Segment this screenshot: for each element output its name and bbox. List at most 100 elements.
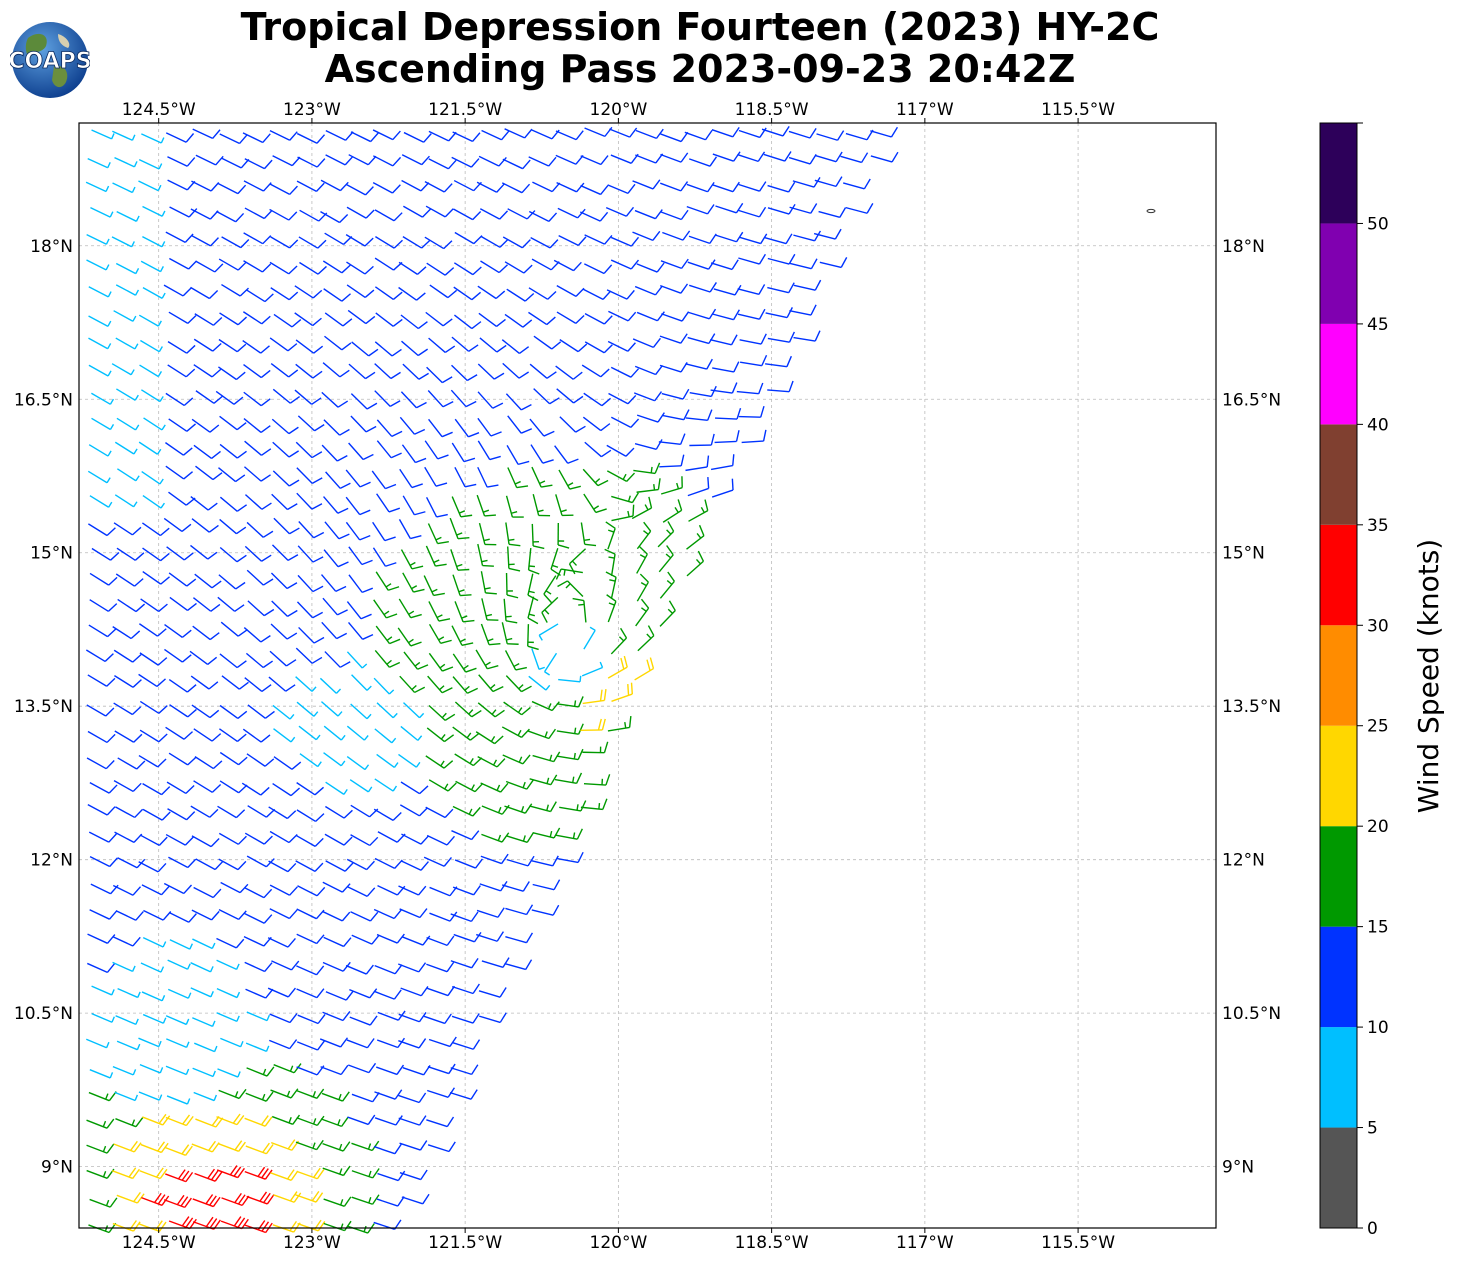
wind-barb xyxy=(401,444,427,464)
wind-barb xyxy=(350,703,372,720)
wind-barb xyxy=(661,311,690,322)
wind-barb xyxy=(504,650,527,671)
wind-barb xyxy=(661,388,690,400)
wind-barb xyxy=(193,886,222,899)
wind-barb xyxy=(610,153,639,164)
wind-barb xyxy=(606,444,635,457)
wind-barb xyxy=(88,315,112,327)
wind-barb xyxy=(298,725,321,741)
wind-barb xyxy=(611,504,635,522)
wind-barb xyxy=(141,991,166,1002)
wind-barb xyxy=(142,494,165,509)
wind-barb xyxy=(195,858,224,871)
wind-barb xyxy=(270,1088,299,1099)
wind-barb xyxy=(346,756,370,771)
wind-barb xyxy=(140,598,168,613)
wind-barb xyxy=(166,546,194,561)
wind-barb xyxy=(323,752,346,767)
wind-barb xyxy=(550,548,561,576)
wind-barb xyxy=(138,1037,162,1048)
wind-barb xyxy=(320,574,347,592)
wind-barb xyxy=(219,443,247,459)
colorbar-tick-label: 50 xyxy=(1367,214,1389,234)
wind-barb xyxy=(116,417,140,431)
wind-barb xyxy=(584,313,613,325)
wind-barb xyxy=(219,133,248,145)
wind-barb xyxy=(376,933,405,944)
wind-barb xyxy=(87,730,116,744)
wind-barb xyxy=(739,233,768,245)
wind-barb xyxy=(273,728,296,743)
wind-barb xyxy=(295,339,324,354)
wind-barb xyxy=(555,154,584,165)
wind-barb xyxy=(138,673,166,688)
wind-barb xyxy=(192,128,221,140)
wind-barb xyxy=(272,441,300,458)
wind-barb xyxy=(85,649,114,663)
wind-barb xyxy=(402,572,425,593)
wind-barbs xyxy=(85,125,899,1234)
wind-barb xyxy=(164,648,192,663)
wind-barb xyxy=(479,337,507,353)
wind-barb xyxy=(194,573,222,589)
wind-barb xyxy=(86,1118,115,1129)
wind-barb xyxy=(453,931,482,943)
wind-barb xyxy=(89,495,113,508)
wind-barb xyxy=(452,574,472,597)
wind-barb xyxy=(324,833,353,846)
wind-barb xyxy=(687,476,710,497)
lat-tick-label-left: 15°N xyxy=(30,544,73,564)
wind-barb xyxy=(582,689,607,705)
wind-barb xyxy=(399,675,426,694)
wind-barb xyxy=(426,935,455,947)
wind-barb xyxy=(398,885,427,896)
wind-barb xyxy=(659,333,688,344)
colorbar-tick-label: 5 xyxy=(1367,1119,1378,1139)
wind-barb xyxy=(738,181,767,192)
wind-barb xyxy=(455,780,484,793)
wind-barb xyxy=(532,827,561,839)
wind-barb xyxy=(398,598,422,619)
wind-barb xyxy=(583,774,611,786)
wind-barb xyxy=(424,181,453,193)
wind-barb xyxy=(142,1013,167,1024)
wind-barb xyxy=(297,415,325,432)
wind-barb xyxy=(450,389,477,408)
wind-barb xyxy=(192,625,220,641)
wind-barb xyxy=(398,286,426,301)
wind-barb xyxy=(555,365,583,380)
wind-barb xyxy=(242,311,271,325)
wind-barb xyxy=(142,1113,171,1126)
wind-barb xyxy=(244,158,273,170)
wind-barb xyxy=(142,570,170,585)
wind-barb xyxy=(507,467,529,489)
lat-tick-label-left: 10.5°N xyxy=(14,1004,73,1024)
wind-barb xyxy=(814,151,843,163)
wind-barb xyxy=(527,573,539,602)
wind-barb xyxy=(322,597,348,616)
wind-barb xyxy=(140,260,164,273)
wind-barb xyxy=(505,675,532,693)
wind-barb xyxy=(113,702,142,716)
wind-barb xyxy=(738,206,767,218)
lat-tick-label-left: 13.5°N xyxy=(14,697,73,717)
wind-barb xyxy=(505,904,534,916)
wind-barb xyxy=(323,549,349,568)
wind-barb xyxy=(193,728,222,742)
wind-barb xyxy=(478,1012,507,1024)
colorbar-bin xyxy=(1320,1027,1357,1128)
wind-barb xyxy=(505,779,534,790)
wind-barb xyxy=(609,127,638,138)
wind-barb xyxy=(139,834,168,846)
wind-barb xyxy=(245,1142,274,1155)
wind-barb xyxy=(269,183,298,196)
wind-barb xyxy=(141,884,170,896)
wind-barb xyxy=(428,130,457,142)
wind-barb xyxy=(245,652,274,669)
wind-barb xyxy=(583,392,612,407)
wind-barb xyxy=(688,499,709,522)
wind-barb xyxy=(711,127,740,138)
wind-barb xyxy=(244,494,272,510)
wind-barb xyxy=(321,1091,350,1102)
wind-barb xyxy=(247,704,275,719)
